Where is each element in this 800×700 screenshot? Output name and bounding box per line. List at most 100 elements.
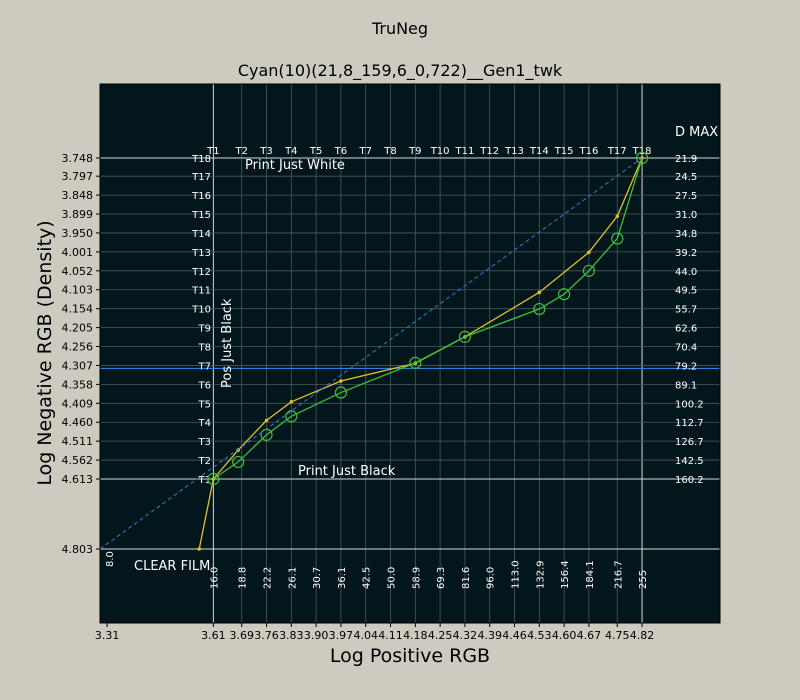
series-point <box>537 290 542 295</box>
t-left-label: T15 <box>191 210 211 221</box>
right-value-label: 27.5 <box>675 191 697 202</box>
t-top-label: T5 <box>309 146 322 157</box>
right-value-label: 100.2 <box>675 399 704 410</box>
bottom-value-label: 36.1 <box>337 567 348 589</box>
right-value-label: 21.9 <box>675 154 697 165</box>
right-value-label: 126.7 <box>675 437 704 448</box>
x-tick-label: 4.46 <box>502 629 527 642</box>
series-marker <box>409 356 422 369</box>
y-tick-label: 4.103 <box>62 284 94 297</box>
x-tick-label: 4.11 <box>378 629 403 642</box>
plot-frame <box>99 83 721 624</box>
y-tick-label: 4.562 <box>62 454 94 467</box>
t-left-label: T11 <box>191 286 211 297</box>
bottom-value-label: 132.9 <box>535 560 546 589</box>
t-left-label: T3 <box>198 437 211 448</box>
series-marker <box>458 330 472 343</box>
series-marker <box>582 264 596 277</box>
bottom-value-label: 26.1 <box>287 567 298 589</box>
t-left-label: T8 <box>198 343 211 354</box>
series-marker <box>285 410 298 423</box>
right-value-label: 89.1 <box>675 380 697 391</box>
series-marker <box>334 386 348 399</box>
x-tick-label: 4.32 <box>453 629 478 642</box>
t-left-label: T1 <box>198 475 211 486</box>
series-marker <box>635 151 649 165</box>
right-value-label: 160.2 <box>675 475 704 486</box>
t-left-label: T12 <box>191 267 211 278</box>
y-tick-label: 4.307 <box>62 359 94 372</box>
bottom-value-label: 81.6 <box>461 567 472 589</box>
t-top-label: T7 <box>358 146 371 157</box>
bottom-value-label: 16.0 <box>209 567 220 589</box>
x-tick-label: 4.82 <box>630 629 655 642</box>
y-tick-label: 4.256 <box>62 341 94 354</box>
t-left-label: T18 <box>191 154 211 165</box>
y-tick-label: 4.511 <box>62 435 94 448</box>
t-top-label: T10 <box>430 146 450 157</box>
bottom-value-label: 113.0 <box>511 560 522 589</box>
t-top-label: T9 <box>408 146 421 157</box>
t-top-label: T3 <box>259 146 272 157</box>
right-value-label: 55.7 <box>675 305 697 316</box>
series-line <box>99 157 643 550</box>
series-point <box>264 418 269 423</box>
right-value-label: 44.0 <box>675 267 697 278</box>
y-tick-label: 4.358 <box>62 378 94 391</box>
bottom-value-label: 42.5 <box>362 567 373 589</box>
series-point <box>587 250 591 255</box>
t-top-label: T2 <box>234 146 247 157</box>
y-tick-label: 3.748 <box>62 152 94 165</box>
bottom-value-label: 96.0 <box>486 567 497 589</box>
series-point <box>615 214 620 219</box>
y-tick-label: 4.052 <box>62 265 94 278</box>
x-tick-label: 4.04 <box>353 629 378 642</box>
pos-just-black-label: Pos Just Black <box>220 298 235 388</box>
right-value-label: 70.4 <box>675 343 697 354</box>
y-tick-label: 3.950 <box>62 227 94 240</box>
x-tick-label: 4.67 <box>577 629 602 642</box>
right-value-label: 62.6 <box>675 324 697 335</box>
t-top-label: T12 <box>479 146 499 157</box>
t-top-label: T14 <box>529 146 549 157</box>
right-value-label: 79.2 <box>675 361 697 372</box>
x-axis-label: Log Positive RGB <box>329 645 491 667</box>
series-marker <box>207 472 220 486</box>
t-top-label: T13 <box>504 146 524 157</box>
series-marker <box>232 455 245 469</box>
t-left-label: T9 <box>198 324 211 335</box>
t-left-label: T10 <box>191 305 211 316</box>
x-tick-label: 3.76 <box>254 629 279 642</box>
right-value-label: 24.5 <box>675 172 697 183</box>
y-tick-label: 3.797 <box>62 170 94 183</box>
x-tick-label: 3.83 <box>279 629 304 642</box>
x-tick-label: 3.61 <box>201 629 226 642</box>
right-value-label: 39.2 <box>675 248 697 259</box>
y-tick-label: 3.899 <box>62 208 94 221</box>
series-point <box>197 547 201 551</box>
x-tick-label: 4.39 <box>477 629 502 642</box>
t-left-label: T14 <box>191 229 211 240</box>
t-left-label: T17 <box>191 172 211 183</box>
t-left-label: T5 <box>198 399 211 410</box>
y-tick-label: 4.001 <box>62 246 94 259</box>
bottom-value-label: 184.1 <box>585 560 596 589</box>
y-tick-label: 3.848 <box>62 189 94 202</box>
t-top-label: T17 <box>607 146 627 157</box>
right-value-label: 49.5 <box>675 286 697 297</box>
series-marker <box>558 288 571 301</box>
t-left-label: T2 <box>198 456 211 467</box>
plot-area <box>100 84 720 623</box>
x-tick-label: 3.97 <box>329 629 354 642</box>
x-tick-label: 3.31 <box>95 629 120 642</box>
series-marker <box>533 302 546 316</box>
bottom-value-label: 50.0 <box>387 567 398 589</box>
bottom-value-label: 216.7 <box>613 560 624 589</box>
x-tick-label: 3.69 <box>229 629 254 642</box>
x-tick-label: 4.53 <box>527 629 552 642</box>
y-tick-label: 4.409 <box>62 397 94 410</box>
x-tick-label: 4.25 <box>428 629 453 642</box>
x-tick-label: 4.60 <box>552 629 577 642</box>
dmax-label: D MAX <box>675 125 718 140</box>
